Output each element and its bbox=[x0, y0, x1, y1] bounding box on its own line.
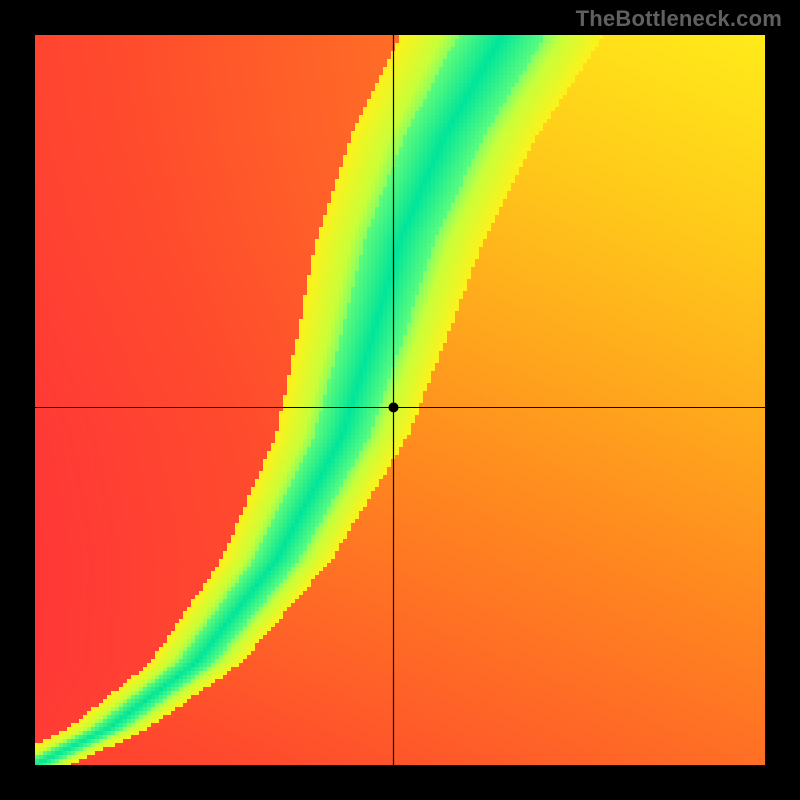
chart-frame: TheBottleneck.com bbox=[0, 0, 800, 800]
watermark-text: TheBottleneck.com bbox=[576, 6, 782, 32]
heatmap-canvas bbox=[35, 35, 765, 765]
